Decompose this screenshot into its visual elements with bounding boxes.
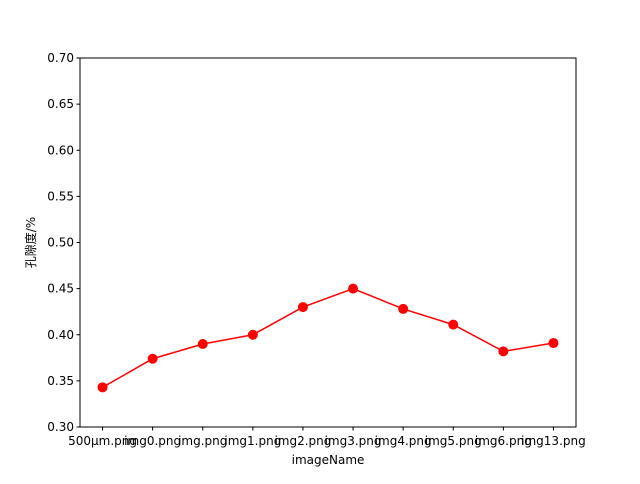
x-tick-label: img0.png <box>124 434 181 448</box>
x-tick-label: img3.png <box>325 434 382 448</box>
x-axis: 500μm.pngimg0.pngimg.pngimg1.pngimg2.png… <box>68 427 586 448</box>
data-point <box>197 338 208 349</box>
y-tick-label: 0.35 <box>47 374 74 388</box>
y-tick-label: 0.45 <box>47 282 74 296</box>
y-axis-label: 孔隙度/% <box>23 217 38 268</box>
data-point <box>498 346 509 357</box>
y-tick-label: 0.40 <box>47 328 74 342</box>
y-tick-label: 0.65 <box>47 97 74 111</box>
x-tick-label: img5.png <box>425 434 482 448</box>
y-tick-label: 0.50 <box>47 236 74 250</box>
y-axis: 0.30 0.35 0.40 0.45 0.50 0.55 0.60 0.65 0.70 <box>47 51 80 434</box>
x-tick-label: 500μm.png <box>68 434 137 448</box>
y-tick-label: 0.30 <box>47 420 74 434</box>
data-point <box>147 353 158 364</box>
x-tick-label: img13.png <box>521 434 586 448</box>
x-tick-label: img1.png <box>224 434 281 448</box>
series-line <box>102 287 554 388</box>
x-tick-label: img4.png <box>375 434 432 448</box>
series-layer <box>97 283 559 393</box>
data-point <box>297 302 308 313</box>
x-tick-label: img2.png <box>274 434 331 448</box>
data-point <box>398 303 409 314</box>
plot-area-frame <box>79 57 577 428</box>
x-tick-label: img.png <box>178 434 227 448</box>
data-point <box>97 382 108 393</box>
y-tick-label: 0.60 <box>47 143 74 157</box>
data-point <box>548 338 559 349</box>
y-tick-label: 0.55 <box>47 189 74 203</box>
y-tick-label: 0.70 <box>47 51 74 65</box>
x-axis-label: imageName <box>292 453 365 467</box>
data-point <box>448 319 459 330</box>
data-point <box>348 283 359 294</box>
data-point <box>247 329 258 340</box>
x-tick-label: img6.png <box>475 434 532 448</box>
